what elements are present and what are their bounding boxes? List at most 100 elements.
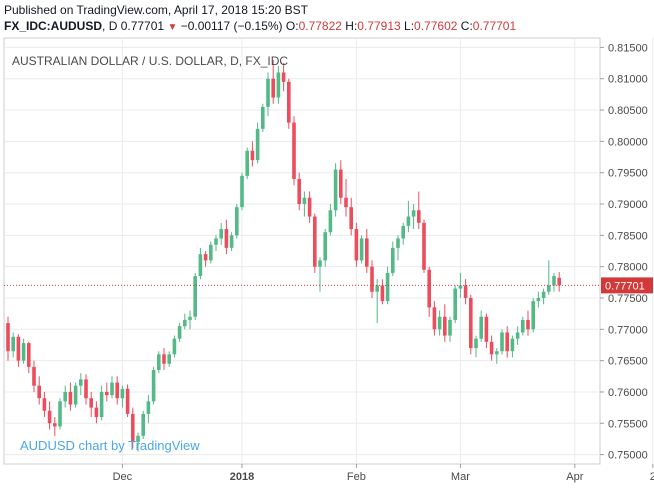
interval: D	[108, 19, 118, 33]
candle-body	[521, 319, 525, 333]
open-label: O:	[285, 19, 299, 33]
open-value: 0.77822	[298, 19, 342, 33]
candle-body	[391, 247, 395, 273]
symbol-name[interactable]: FX_IDC:AUDUSD	[4, 19, 103, 33]
candle-body	[552, 276, 556, 286]
candle-body	[313, 216, 317, 267]
candle-body	[84, 379, 88, 399]
high-label: H:	[345, 19, 358, 33]
y-tick-label: 0.80500	[608, 105, 648, 117]
candle-body	[141, 413, 145, 436]
published-note: Published on TradingView.com, April 17, …	[4, 3, 308, 17]
close-value: 0.77701	[472, 19, 517, 33]
candle-body	[401, 225, 405, 239]
high-value: 0.77913	[357, 19, 401, 33]
y-tick-label: 0.79000	[608, 199, 648, 211]
y-tick-label: 0.80000	[608, 136, 648, 148]
candle-body	[53, 423, 57, 427]
candle-body	[406, 216, 411, 226]
candle-body	[557, 277, 561, 286]
candle-body	[510, 338, 515, 352]
candle-body	[547, 285, 551, 292]
candle-body	[162, 354, 166, 364]
y-tick-label: 0.81500	[608, 42, 648, 54]
last-price-label: 0.77701	[605, 280, 645, 292]
candle-body	[427, 269, 431, 308]
candle-body	[365, 238, 369, 267]
candle-body	[94, 407, 99, 418]
y-tick-label: 0.78000	[608, 262, 648, 274]
candle-body	[235, 207, 239, 236]
candle-body	[115, 382, 119, 399]
candle-body	[255, 128, 260, 161]
candle-body	[110, 382, 114, 396]
y-tick-label: 0.79500	[608, 168, 648, 180]
candle-body	[261, 106, 265, 129]
candle-body	[11, 336, 15, 352]
candle-body	[339, 169, 343, 198]
candle-body	[214, 238, 218, 245]
candle-body	[411, 210, 416, 217]
candle-body	[375, 285, 379, 292]
candle-body	[224, 229, 229, 248]
chart-title: AUSTRALIAN DOLLAR / U.S. DOLLAR, D, FX_I…	[12, 54, 288, 68]
candle-body	[515, 332, 520, 339]
low-label: L:	[404, 19, 415, 33]
candle-body	[531, 301, 535, 330]
chart-watermark: AUDUSD chart by TradingView	[20, 438, 200, 453]
candle-body	[6, 323, 10, 352]
candle-body	[219, 229, 223, 239]
candle-body	[271, 78, 275, 98]
candle-body	[47, 410, 52, 424]
y-tick-label: 0.76000	[608, 387, 648, 399]
candle-body	[146, 401, 151, 414]
candle-body	[183, 319, 187, 327]
candle-body	[463, 285, 468, 298]
candle-body	[370, 266, 374, 292]
candle-body	[484, 316, 489, 342]
candle-body	[302, 197, 307, 205]
candle-body	[453, 288, 457, 320]
grid	[4, 38, 654, 464]
candle-body	[422, 222, 426, 270]
candle-body	[536, 297, 541, 302]
candle-body	[479, 316, 483, 339]
x-tick-label: Feb	[347, 471, 366, 483]
candle-body	[448, 319, 452, 336]
candle-body	[229, 235, 234, 248]
candle-body	[292, 122, 296, 179]
candle-body	[469, 297, 473, 349]
candle-body	[526, 319, 530, 330]
candle-body	[323, 232, 327, 261]
x-tick-label: Dec	[113, 471, 133, 483]
x-tick-label: 2	[650, 471, 654, 483]
candle-body	[380, 285, 385, 302]
candle-body	[281, 72, 286, 82]
candle-body	[125, 388, 130, 414]
candle-body	[188, 316, 192, 320]
close-label: C:	[460, 19, 473, 33]
last-price-badge	[601, 277, 653, 294]
y-tick-label: 0.75000	[608, 450, 648, 462]
candle-body	[495, 351, 499, 355]
candle-body	[105, 391, 109, 396]
candle-body	[250, 150, 255, 161]
candle-body	[151, 370, 156, 402]
candle-body	[58, 401, 62, 427]
candle-body	[37, 385, 41, 399]
time-axis[interactable]: Dec 2018 Feb Mar Apr 2	[113, 464, 654, 483]
candle-body	[287, 81, 291, 123]
candle-body	[120, 388, 125, 399]
price-axis[interactable]: 0.81500 0.81000 0.80500 0.80000 0.79500 0.790…	[600, 42, 653, 462]
candles	[6, 59, 561, 452]
candle-body	[489, 341, 494, 355]
change-text: −0.00117 (−0.15%)	[180, 19, 283, 33]
candle-body	[354, 229, 359, 261]
candle-body	[27, 343, 31, 367]
candle-body	[500, 332, 504, 352]
candle-body	[21, 343, 26, 361]
candle-body	[63, 391, 67, 402]
candle-body	[328, 210, 333, 233]
candle-body	[307, 197, 312, 217]
